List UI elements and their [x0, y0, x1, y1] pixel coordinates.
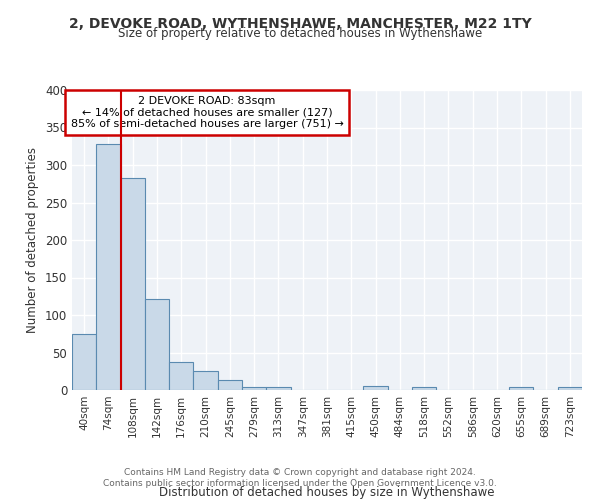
Bar — [558, 387, 582, 390]
Bar — [364, 386, 388, 390]
Bar — [96, 144, 121, 390]
Y-axis label: Number of detached properties: Number of detached properties — [26, 147, 40, 333]
Text: Size of property relative to detached houses in Wythenshawe: Size of property relative to detached ho… — [118, 28, 482, 40]
X-axis label: Distribution of detached houses by size in Wythenshawe: Distribution of detached houses by size … — [159, 486, 495, 498]
Bar — [145, 298, 169, 390]
Bar — [242, 387, 266, 390]
Bar — [193, 371, 218, 390]
Bar — [169, 362, 193, 390]
Text: Contains HM Land Registry data © Crown copyright and database right 2024.
Contai: Contains HM Land Registry data © Crown c… — [103, 468, 497, 487]
Bar — [509, 387, 533, 390]
Bar — [121, 178, 145, 390]
Text: 2, DEVOKE ROAD, WYTHENSHAWE, MANCHESTER, M22 1TY: 2, DEVOKE ROAD, WYTHENSHAWE, MANCHESTER,… — [68, 18, 532, 32]
Text: 2 DEVOKE ROAD: 83sqm
← 14% of detached houses are smaller (127)
85% of semi-deta: 2 DEVOKE ROAD: 83sqm ← 14% of detached h… — [71, 96, 344, 129]
Bar — [72, 334, 96, 390]
Bar — [218, 380, 242, 390]
Bar — [266, 387, 290, 390]
Bar — [412, 387, 436, 390]
